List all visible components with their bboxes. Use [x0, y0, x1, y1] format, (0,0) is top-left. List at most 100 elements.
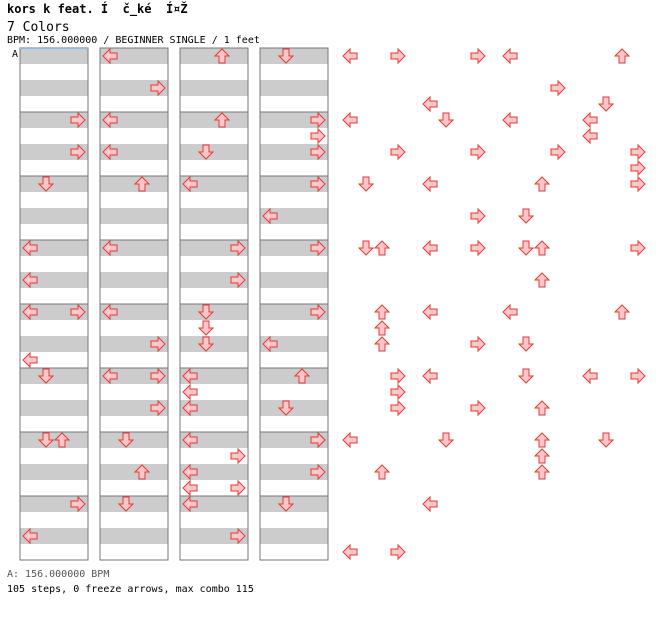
beat-band [20, 176, 88, 192]
beat-band [180, 320, 248, 336]
arrow-left-icon [262, 335, 278, 353]
arrow-up-icon [533, 400, 551, 416]
beat-band [180, 352, 248, 368]
beat-band [260, 448, 328, 464]
song-subtitle: 7 Colors [7, 20, 70, 35]
beat-band [180, 544, 248, 560]
arrow-left-icon [502, 111, 518, 129]
arrow-down-icon [597, 96, 615, 112]
beat-band [20, 192, 88, 208]
beat-band [260, 112, 328, 128]
chart-info: BPM: 156.000000 / BEGINNER SINGLE / 1 fe… [7, 35, 260, 46]
beat-band [100, 240, 168, 256]
beat-band [260, 496, 328, 512]
beat-band [260, 400, 328, 416]
beat-band [260, 512, 328, 528]
beat-band [260, 480, 328, 496]
beat-band [260, 64, 328, 80]
beat-band [180, 400, 248, 416]
beat-band [260, 352, 328, 368]
arrow-right-icon [390, 367, 406, 385]
arrow-right-icon [630, 239, 646, 257]
bpm-summary: A: 156.000000 BPM [7, 569, 110, 580]
beat-band [20, 64, 88, 80]
arrow-left-icon [422, 175, 438, 193]
arrow-up-icon [53, 432, 71, 448]
arrow-down-icon [517, 336, 535, 352]
arrow-left-icon [342, 47, 358, 65]
arrow-right-icon [550, 143, 566, 161]
arrow-left-icon [342, 431, 358, 449]
arrow-right-icon [550, 79, 566, 97]
arrow-up-icon [533, 240, 551, 256]
beat-band [20, 272, 88, 288]
arrow-left-icon [22, 303, 38, 321]
beat-band [180, 432, 248, 448]
beat-band [100, 512, 168, 528]
arrow-left-icon [502, 47, 518, 65]
arrow-left-icon [342, 543, 358, 561]
arrow-left-icon [182, 463, 198, 481]
arrow-down-icon [117, 432, 135, 448]
beat-band [260, 208, 328, 224]
beat-band [260, 320, 328, 336]
beat-band [20, 432, 88, 448]
arrow-left-icon [102, 367, 118, 385]
arrow-right-icon [630, 159, 646, 177]
beat-band [20, 208, 88, 224]
arrow-up-icon [533, 448, 551, 464]
beat-band [20, 160, 88, 176]
arrow-left-icon [582, 111, 598, 129]
arrow-right-icon [70, 303, 86, 321]
beat-band [260, 144, 328, 160]
arrow-down-icon [117, 496, 135, 512]
arrow-right-icon [630, 175, 646, 193]
beat-band [100, 144, 168, 160]
beat-band [100, 112, 168, 128]
beat-band [20, 368, 88, 384]
beat-band [180, 496, 248, 512]
beat-band [100, 448, 168, 464]
arrow-left-icon [102, 239, 118, 257]
arrow-down-icon [277, 496, 295, 512]
beat-band [100, 384, 168, 400]
beat-band [20, 304, 88, 320]
arrow-right-icon [310, 463, 326, 481]
beat-band [180, 336, 248, 352]
beat-band [260, 368, 328, 384]
arrow-left-icon [22, 239, 38, 257]
beat-band [100, 368, 168, 384]
arrow-down-icon [197, 336, 215, 352]
arrow-left-icon [182, 479, 198, 497]
beat-band [20, 336, 88, 352]
arrow-down-icon [597, 432, 615, 448]
arrow-right-icon [390, 143, 406, 161]
column-frame [259, 47, 329, 561]
beat-band [20, 288, 88, 304]
arrow-left-icon [22, 271, 38, 289]
arrow-down-icon [197, 144, 215, 160]
beat-band [180, 64, 248, 80]
beat-band [260, 176, 328, 192]
beat-band [180, 96, 248, 112]
beat-band [20, 80, 88, 96]
beat-band [20, 352, 88, 368]
beat-band [100, 320, 168, 336]
arrow-left-icon [262, 207, 278, 225]
beat-band [100, 160, 168, 176]
arrow-down-icon [357, 240, 375, 256]
arrow-right-icon [630, 367, 646, 385]
beat-band [180, 128, 248, 144]
beat-band [180, 368, 248, 384]
arrow-left-icon [502, 303, 518, 321]
column-frame [99, 47, 169, 561]
arrow-right-icon [70, 111, 86, 129]
beat-band [260, 192, 328, 208]
beat-band [260, 160, 328, 176]
beat-band [100, 496, 168, 512]
beat-band [260, 528, 328, 544]
arrow-left-icon [422, 239, 438, 257]
arrow-left-icon [182, 175, 198, 193]
beat-band [260, 544, 328, 560]
